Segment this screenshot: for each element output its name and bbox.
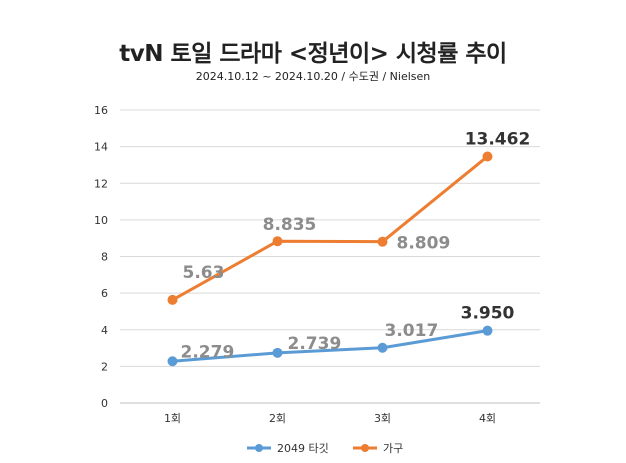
legend-marker: [361, 444, 369, 452]
data-label: 5.63: [183, 263, 225, 283]
y-tick-label: 4: [101, 324, 108, 337]
y-tick-label: 12: [94, 177, 108, 190]
y-tick-label: 8: [101, 251, 108, 264]
y-tick-label: 14: [94, 141, 108, 154]
data-label: 2.739: [288, 334, 342, 354]
legend: 2049 타깃 가구: [247, 442, 403, 455]
data-point: [482, 325, 493, 336]
x-axis: 1회 2회 3회 4회: [164, 412, 496, 425]
data-label: 13.462: [465, 129, 531, 149]
legend-label: 2049 타깃: [277, 442, 329, 455]
x-tick-label: 2회: [269, 412, 286, 425]
chart-title: tvN 토일 드라마 <정년이> 시청률 추이: [119, 41, 507, 67]
gridlines: [120, 109, 540, 404]
y-tick-label: 6: [101, 287, 108, 300]
data-point: [272, 236, 283, 247]
data-point: [377, 342, 388, 353]
x-tick-label: 3회: [374, 412, 391, 425]
data-label: 2.279: [181, 342, 235, 362]
data-point: [482, 151, 493, 162]
series-line: [171, 155, 489, 302]
x-tick-label: 1회: [164, 412, 181, 425]
data-label: 8.809: [397, 234, 451, 254]
y-tick-label: 2: [101, 360, 108, 373]
series-line: [172, 329, 488, 363]
chart-subtitle: 2024.10.12 ~ 2024.10.20 / 수도권 / Nielsen: [195, 70, 431, 83]
y-axis: 0 2 4 6 8 10 12 14 16: [94, 104, 108, 410]
legend-marker: [255, 444, 263, 452]
y-tick-label: 10: [94, 214, 108, 227]
data-point: [167, 356, 178, 367]
series-group: 2.279 2.739 3.017 3.950 5.63 8.835 8.809 13.462: [167, 129, 531, 367]
legend-label: 가구: [383, 442, 403, 455]
x-tick-label: 4회: [479, 412, 496, 425]
y-tick-label: 0: [101, 397, 108, 410]
data-label: 3.950: [461, 304, 515, 324]
data-point: [377, 236, 388, 247]
data-point: [272, 347, 283, 358]
y-tick-label: 16: [94, 104, 108, 117]
data-label: 8.835: [263, 215, 317, 235]
data-label: 3.017: [385, 321, 439, 341]
data-point: [167, 294, 178, 305]
